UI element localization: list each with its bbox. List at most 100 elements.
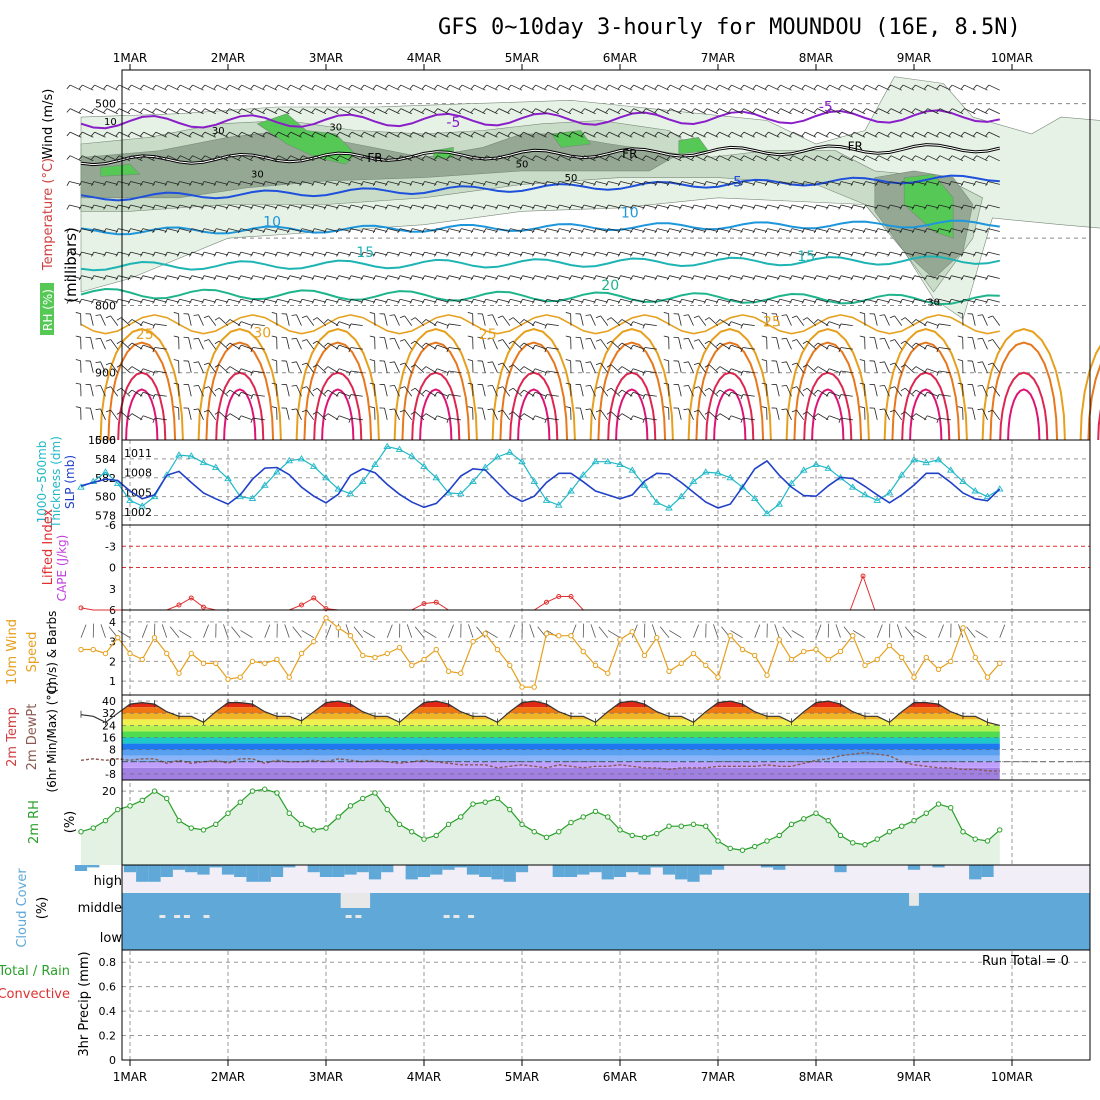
- wind-barb: [982, 338, 988, 350]
- wind-barb: [131, 155, 143, 162]
- wind-barb: [338, 275, 351, 279]
- thickness-point: [322, 473, 330, 481]
- wind-barb-flag: [715, 251, 719, 257]
- wind-barb-flag: [301, 409, 307, 413]
- wind-barb-flag: [595, 362, 601, 366]
- wind-barb: [482, 313, 486, 326]
- cloud-high-bar: [760, 865, 774, 868]
- wind-barb-flag: [299, 204, 303, 210]
- isotherm-boundary-layer: [1087, 363, 1100, 441]
- wind-barb-flag: [372, 155, 377, 160]
- wind-barb-flag: [519, 275, 523, 281]
- wind-barb: [669, 204, 682, 209]
- isotherm-boundary-layer: [713, 388, 747, 441]
- wind-barb: [412, 131, 425, 138]
- wind-barb-flag: [139, 392, 144, 397]
- wind-barb-flag: [936, 131, 941, 137]
- wind-barb: [118, 204, 131, 209]
- wind-barb-flag: [825, 321, 830, 326]
- wind-barb-flag: [887, 275, 891, 281]
- wind-barb-flag: [397, 155, 402, 160]
- wind-barb-flag: [617, 204, 621, 210]
- wind-barb-flag: [385, 228, 389, 234]
- rh2m-point: [262, 786, 268, 792]
- wind-barb: [890, 298, 902, 303]
- thickness-point: [971, 487, 980, 494]
- lifted-index-point: [201, 604, 206, 610]
- thickness-point: [824, 464, 833, 471]
- wind-barb-flag: [618, 319, 623, 324]
- wind-barb: [414, 387, 425, 397]
- wind-barb-flag: [213, 228, 217, 234]
- wind-barb: [964, 84, 976, 91]
- wind-barb: [106, 275, 118, 279]
- thickness-point: [714, 469, 722, 476]
- wind-barb-flag: [977, 408, 983, 411]
- wind-barb-flag: [654, 108, 659, 113]
- cloud-high-bar: [932, 865, 945, 868]
- wind-barb: [69, 84, 82, 91]
- wind-barb-flag: [617, 228, 621, 234]
- wind-barb: [988, 155, 1000, 162]
- wind-barb-flag: [497, 409, 503, 413]
- wind-barb-flag: [348, 84, 353, 90]
- wind-barb-flag: [103, 275, 107, 281]
- wind-barb-flag: [372, 204, 376, 210]
- wind-barb: [142, 204, 155, 209]
- wind10-barb: [529, 624, 535, 638]
- wind-barb: [706, 131, 719, 138]
- wind-barb-flag: [654, 155, 659, 160]
- wind-barb: [877, 228, 890, 232]
- rh2m-point: [127, 803, 133, 809]
- wind-barb-flag: [752, 204, 756, 210]
- wind-barb-flag: [605, 299, 609, 304]
- wind-barb-flag: [446, 394, 450, 400]
- wind-barb-flag: [544, 275, 548, 281]
- wind-barb-flag: [409, 84, 414, 90]
- wind-barb-flag: [238, 131, 242, 137]
- wind-barb-flag: [838, 417, 842, 423]
- wind-barb-flag: [936, 370, 940, 376]
- wind-barb-flag: [348, 394, 352, 400]
- wind-barb-flag: [103, 84, 108, 90]
- wind-barb: [286, 337, 290, 350]
- wind-barb: [698, 409, 707, 421]
- thickness-point: [567, 487, 575, 494]
- wind-barb-flag: [487, 408, 493, 411]
- wind-barb-flag: [761, 406, 767, 409]
- wind-barb-flag: [139, 321, 144, 326]
- wind10-point: [90, 646, 96, 653]
- wind-barb: [865, 275, 878, 279]
- wind-barb: [376, 155, 388, 162]
- wind-barb: [915, 84, 927, 91]
- wind-barb: [412, 181, 425, 185]
- wind-barb: [278, 155, 290, 162]
- slp-tick-label: 1005: [124, 486, 152, 499]
- wind-barb-flag: [617, 251, 621, 257]
- wind-barb-flag: [654, 299, 658, 304]
- wind-barb-flag: [91, 204, 95, 210]
- wind-barb-flag: [323, 181, 327, 187]
- wind-barb-flag: [740, 275, 744, 281]
- wind-barb-flag: [740, 155, 745, 160]
- lifted-index-point: [544, 599, 549, 605]
- wind-barb-flag: [781, 314, 787, 316]
- wind10-barb: [607, 630, 621, 639]
- wind-barb: [485, 275, 498, 279]
- rh2m-point: [776, 832, 782, 839]
- wind-barb: [584, 131, 596, 138]
- wind-barb: [571, 204, 584, 209]
- wind-barb-flag: [152, 181, 156, 187]
- wind-barb: [192, 155, 204, 162]
- wind-barb-flag: [899, 108, 904, 113]
- wind-barb-flag: [642, 181, 646, 187]
- wind-barb: [972, 408, 976, 420]
- wind-barb: [853, 204, 866, 209]
- wind-barb: [559, 181, 572, 185]
- wind-barb: [510, 108, 523, 115]
- wind-barb-flag: [164, 299, 168, 304]
- wind-barb: [404, 386, 413, 397]
- wind-barb: [792, 108, 804, 115]
- wind-barb-flag: [152, 417, 156, 423]
- wind-barb: [437, 131, 449, 138]
